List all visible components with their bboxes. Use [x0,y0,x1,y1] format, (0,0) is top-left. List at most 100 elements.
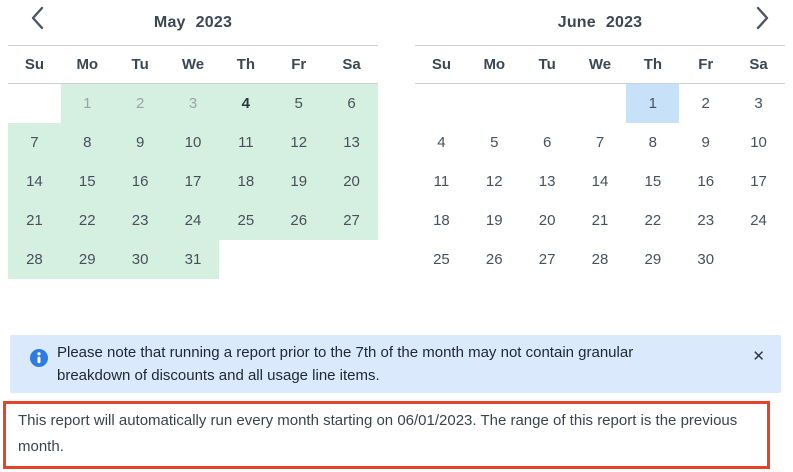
day-cell[interactable]: 21 [573,201,627,240]
day-cell[interactable]: 13 [325,123,378,162]
day-cell[interactable]: 11 [219,123,273,162]
month-label: May [153,13,186,31]
day-cell[interactable]: 28 [573,240,627,279]
day-cell[interactable]: 12 [467,162,521,201]
day-cell[interactable]: 10 [732,123,785,162]
blank-cell [732,240,785,279]
weekday-label: We [588,56,612,73]
day-cell[interactable]: 17 [166,162,220,201]
blank-cell [520,84,574,123]
day-cell[interactable]: 20 [325,162,378,201]
day-cell[interactable]: 1 [626,84,680,123]
info-icon [30,349,48,372]
day-cell[interactable]: 10 [166,123,220,162]
day-cell[interactable]: 18 [219,162,273,201]
day-cell[interactable]: 3 [166,84,220,123]
day-cell[interactable]: 24 [166,201,220,240]
day-cell[interactable]: 15 [60,162,114,201]
day-cell[interactable]: 26 [467,240,521,279]
day-cell[interactable]: 5 [467,123,521,162]
calendar-june-header: June 2023 [415,0,785,45]
weekday-label: Th [236,56,256,73]
prev-month-button[interactable] [22,3,52,33]
day-cell[interactable]: 27 [520,240,574,279]
day-cell[interactable]: 6 [325,84,378,123]
day-cell[interactable]: 31 [166,240,220,279]
day-cell[interactable]: 18 [415,201,468,240]
day-cell[interactable]: 7 [573,123,627,162]
day-cell[interactable]: 4 [219,84,273,123]
weekday-label: Tu [131,56,149,73]
day-cell[interactable]: 8 [60,123,114,162]
blank-cell [325,240,378,279]
day-cell[interactable]: 24 [732,201,785,240]
day-cell[interactable]: 17 [732,162,785,201]
day-cell[interactable]: 16 [679,162,733,201]
day-cell[interactable]: 11 [415,162,468,201]
weekday-row-may: Su Mo Tu We Th Fr Sa [8,46,378,83]
calendar-title-june: June 2023 [415,0,785,45]
day-grid-may: 1 2 3 4 5 6 7 8 9 10 11 12 13 14 15 16 17 18 19 20 21 22 23 24 2… [8,84,378,279]
day-cell[interactable]: 21 [8,201,61,240]
day-cell[interactable]: 25 [415,240,468,279]
day-cell[interactable]: 16 [113,162,167,201]
weekday-label: Su [24,56,44,73]
info-banner: Please note that running a report prior … [10,335,781,393]
day-cell[interactable]: 22 [626,201,680,240]
day-cell[interactable]: 2 [679,84,733,123]
day-cell[interactable]: 13 [520,162,574,201]
blank-cell [272,240,326,279]
day-cell[interactable]: 26 [272,201,326,240]
blank-cell [467,84,521,123]
day-cell[interactable]: 29 [626,240,680,279]
divider [415,83,785,84]
schedule-notice-text: This report will automatically run every… [18,412,738,455]
day-cell[interactable]: 3 [732,84,785,123]
day-cell[interactable]: 23 [679,201,733,240]
day-cell[interactable]: 19 [272,162,326,201]
year-label: 2023 [605,13,643,31]
day-cell[interactable]: 4 [415,123,468,162]
day-cell[interactable]: 1 [60,84,114,123]
blank-cell [219,240,273,279]
day-cell[interactable]: 5 [272,84,326,123]
day-cell[interactable]: 30 [679,240,733,279]
weekday-label: Tu [538,56,556,73]
day-cell[interactable]: 14 [8,162,61,201]
day-cell[interactable]: 14 [573,162,627,201]
calendar-may: May 2023 Su Mo Tu We Th Fr Sa 1 2 3 4 5 6 7 8 9 10 11 12 1… [8,0,378,279]
day-cell[interactable]: 23 [113,201,167,240]
day-cell[interactable]: 15 [626,162,680,201]
day-cell[interactable]: 29 [60,240,114,279]
day-cell[interactable]: 9 [679,123,733,162]
day-cell[interactable]: 28 [8,240,61,279]
day-cell[interactable]: 27 [325,201,378,240]
chevron-left-icon [30,6,45,30]
weekday-label: Fr [698,56,714,73]
day-cell[interactable]: 19 [467,201,521,240]
day-cell[interactable]: 7 [8,123,61,162]
day-cell[interactable]: 9 [113,123,167,162]
day-cell[interactable]: 6 [520,123,574,162]
chevron-right-icon [755,6,770,30]
day-cell[interactable]: 22 [60,201,114,240]
blank-cell [8,84,61,123]
calendar-title-may: May 2023 [8,0,378,45]
calendar-may-header: May 2023 [8,0,378,45]
weekday-label: We [181,56,205,73]
day-cell[interactable]: 8 [626,123,680,162]
month-label: June [557,13,596,31]
schedule-notice: This report will automatically run every… [3,401,770,469]
year-label: 2023 [195,13,233,31]
day-cell[interactable]: 2 [113,84,167,123]
blank-cell [573,84,627,123]
blank-cell [415,84,468,123]
day-cell[interactable]: 30 [113,240,167,279]
close-banner-button[interactable]: ✕ [752,348,765,365]
day-cell[interactable]: 20 [520,201,574,240]
day-grid-june: 1 2 3 4 5 6 7 8 9 10 11 12 13 14 15 16 17 18 19 20 21 22 23 24 2… [415,84,785,279]
day-cell[interactable]: 25 [219,201,273,240]
day-cell[interactable]: 12 [272,123,326,162]
next-month-button[interactable] [747,3,777,33]
